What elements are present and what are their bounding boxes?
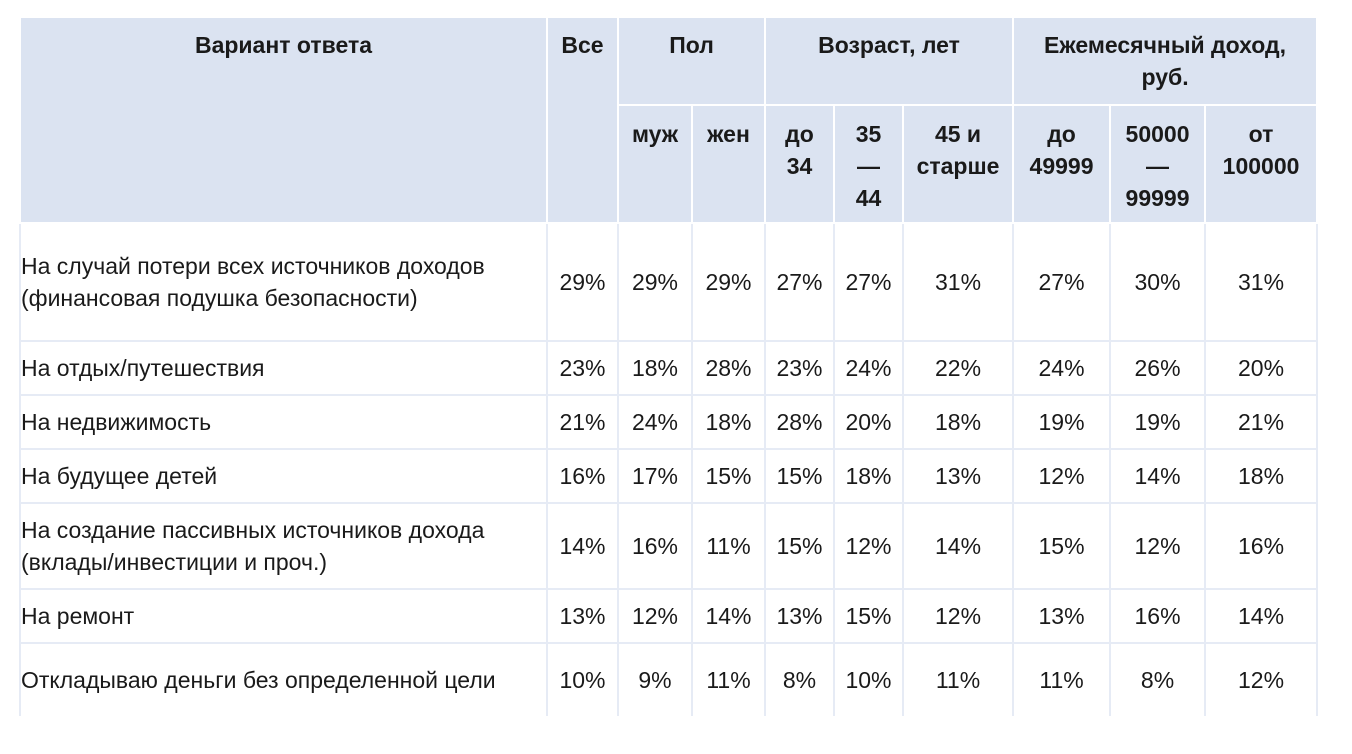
- value-male: 29%: [617, 222, 693, 342]
- value-age-45-plus: 31%: [901, 222, 1015, 342]
- header-income: Ежемесячный доход, руб.: [1012, 16, 1319, 106]
- table-row: На создание пассивных источников дохода …: [19, 502, 1319, 590]
- table-row: На отдых/путешествия 23% 18% 28% 23% 24%…: [19, 340, 1319, 396]
- value-male: 18%: [617, 340, 693, 396]
- value-age-45-plus: 22%: [901, 340, 1015, 396]
- value-income-from-100000: 20%: [1204, 340, 1319, 396]
- row-label: На ремонт: [19, 588, 548, 644]
- value-female: 11%: [691, 502, 766, 590]
- value-age-to-34: 15%: [764, 502, 835, 590]
- value-income-from-100000: 21%: [1204, 394, 1319, 450]
- header-female: жен: [691, 104, 766, 224]
- value-age-45-plus: 14%: [901, 502, 1015, 590]
- value-income-50000-99999: 12%: [1109, 502, 1207, 590]
- value-income-from-100000: 18%: [1204, 448, 1319, 504]
- table-row: На ремонт 13% 12% 14% 13% 15% 12% 13% 16…: [19, 588, 1319, 644]
- value-age-to-34: 13%: [764, 588, 835, 644]
- header-age-45-plus: 45 и старше: [901, 104, 1015, 224]
- value-income-50000-99999: 26%: [1109, 340, 1207, 396]
- value-age-35-44: 12%: [833, 502, 904, 590]
- value-age-45-plus: 13%: [901, 448, 1015, 504]
- value-age-35-44: 10%: [833, 642, 904, 716]
- header-income-from-100000: от 100000: [1204, 104, 1319, 224]
- value-female: 15%: [691, 448, 766, 504]
- header-age-35-44: 35 — 44: [833, 104, 904, 224]
- table-body: На случай потери всех источников доходов…: [19, 222, 1319, 716]
- header-male: муж: [617, 104, 693, 224]
- value-age-to-34: 27%: [764, 222, 835, 342]
- value-age-35-44: 20%: [833, 394, 904, 450]
- value-age-35-44: 27%: [833, 222, 904, 342]
- row-label: На недвижимость: [19, 394, 548, 450]
- value-age-45-plus: 12%: [901, 588, 1015, 644]
- value-income-to-49999: 12%: [1012, 448, 1112, 504]
- value-female: 29%: [691, 222, 766, 342]
- value-income-from-100000: 16%: [1204, 502, 1319, 590]
- value-age-35-44: 18%: [833, 448, 904, 504]
- value-all: 21%: [546, 394, 619, 450]
- value-age-45-plus: 11%: [901, 642, 1015, 716]
- row-label: На будущее детей: [19, 448, 548, 504]
- value-age-to-34: 28%: [764, 394, 835, 450]
- value-age-to-34: 23%: [764, 340, 835, 396]
- value-all: 16%: [546, 448, 619, 504]
- value-age-35-44: 24%: [833, 340, 904, 396]
- value-female: 18%: [691, 394, 766, 450]
- header-all: Все: [546, 16, 619, 224]
- value-income-to-49999: 24%: [1012, 340, 1112, 396]
- header-age-to-34: до 34: [764, 104, 835, 224]
- table-row: На случай потери всех источников доходов…: [19, 222, 1319, 342]
- value-all: 13%: [546, 588, 619, 644]
- value-income-to-49999: 15%: [1012, 502, 1112, 590]
- value-income-to-49999: 11%: [1012, 642, 1112, 716]
- value-male: 17%: [617, 448, 693, 504]
- value-age-to-34: 15%: [764, 448, 835, 504]
- value-age-45-plus: 18%: [901, 394, 1015, 450]
- value-income-50000-99999: 16%: [1109, 588, 1207, 644]
- value-income-50000-99999: 14%: [1109, 448, 1207, 504]
- value-female: 11%: [691, 642, 766, 716]
- value-income-50000-99999: 19%: [1109, 394, 1207, 450]
- table-row: На будущее детей 16% 17% 15% 15% 18% 13%…: [19, 448, 1319, 504]
- value-female: 28%: [691, 340, 766, 396]
- value-female: 14%: [691, 588, 766, 644]
- value-male: 12%: [617, 588, 693, 644]
- value-income-from-100000: 31%: [1204, 222, 1319, 342]
- table-header: Вариант ответа Все Пол Возраст, лет Ежем…: [19, 16, 1319, 224]
- header-age: Возраст, лет: [763, 16, 1015, 106]
- value-income-from-100000: 14%: [1204, 588, 1319, 644]
- header-income-50000-99999: 50000 — 99999: [1109, 104, 1207, 224]
- row-label: На создание пассивных источников дохода …: [19, 502, 548, 590]
- value-income-from-100000: 12%: [1204, 642, 1319, 716]
- header-gender: Пол: [617, 16, 766, 106]
- value-income-to-49999: 19%: [1012, 394, 1112, 450]
- row-label: Откладываю деньги без определенной цели: [19, 642, 548, 716]
- value-income-to-49999: 27%: [1012, 222, 1112, 342]
- row-label: На отдых/путешествия: [19, 340, 548, 396]
- value-all: 29%: [546, 222, 619, 342]
- row-label: На случай потери всех источников доходов…: [19, 222, 548, 342]
- table-row: На недвижимость 21% 24% 18% 28% 20% 18% …: [19, 394, 1319, 450]
- value-all: 14%: [546, 502, 619, 590]
- value-age-35-44: 15%: [833, 588, 904, 644]
- value-income-50000-99999: 30%: [1109, 222, 1207, 342]
- table-row: Откладываю деньги без определенной цели …: [19, 642, 1319, 716]
- value-all: 10%: [546, 642, 619, 716]
- header-income-to-49999: до 49999: [1012, 104, 1112, 224]
- survey-table: Вариант ответа Все Пол Возраст, лет Ежем…: [19, 16, 1319, 716]
- header-answer: Вариант ответа: [19, 16, 548, 224]
- value-age-to-34: 8%: [764, 642, 835, 716]
- value-income-to-49999: 13%: [1012, 588, 1112, 644]
- value-all: 23%: [546, 340, 619, 396]
- value-male: 9%: [617, 642, 693, 716]
- value-income-50000-99999: 8%: [1109, 642, 1207, 716]
- value-male: 16%: [617, 502, 693, 590]
- value-male: 24%: [617, 394, 693, 450]
